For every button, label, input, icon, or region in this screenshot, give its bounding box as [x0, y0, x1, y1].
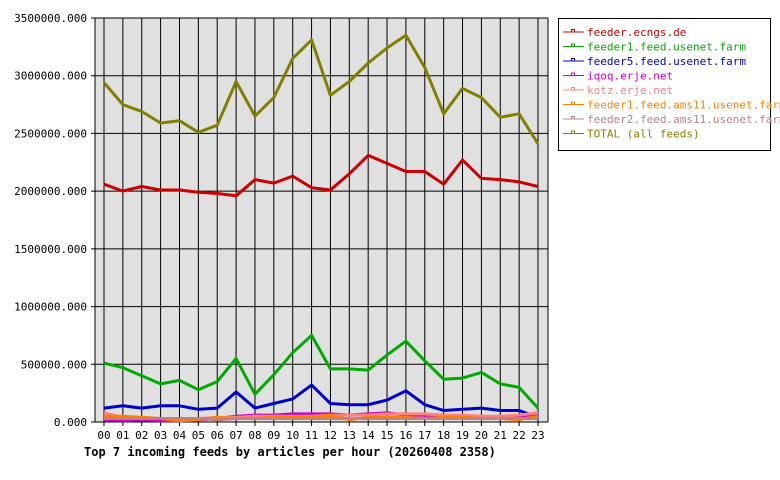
series-line-1 [103, 333, 540, 410]
x-tick-label: 22 [513, 429, 526, 442]
x-tick-label: 09 [267, 429, 280, 442]
x-tick-label: 02 [135, 429, 148, 442]
plot-area [94, 17, 549, 423]
x-tick-label: 03 [154, 429, 167, 442]
legend: feeder.ecngs.defeeder1.feed.usenet.farmf… [563, 26, 780, 141]
x-tick-label: 14 [362, 429, 376, 442]
x-tick-label: 10 [286, 429, 299, 442]
legend-marker [571, 101, 575, 105]
legend-marker [571, 43, 575, 47]
y-tick-label: 3500000.000 [14, 12, 87, 25]
legend-label: TOTAL (all feeds) [587, 128, 700, 141]
y-tick-label: 500000.000 [21, 358, 87, 371]
legend-marker [571, 130, 575, 134]
y-tick-label: 1500000.000 [14, 243, 87, 256]
y-tick-label: 0.000 [54, 416, 87, 429]
legend-label: iqoq.erje.net [587, 70, 673, 83]
x-tick-label: 07 [229, 429, 242, 442]
x-tick-label: 04 [173, 429, 187, 442]
chart-title: Top 7 incoming feeds by articles per hou… [84, 445, 496, 459]
series-line-2 [103, 383, 539, 419]
x-tick-label: 08 [248, 429, 261, 442]
legend-label: feeder2.feed.ams11.usenet.farm [587, 113, 780, 126]
legend-box [558, 18, 771, 151]
legend-label: kotz.erje.net [587, 84, 673, 97]
x-tick-label: 00 [97, 429, 110, 442]
y-tick-label: 2500000.000 [14, 127, 87, 140]
x-tick-label: 01 [116, 429, 129, 442]
x-tick-label: 15 [380, 429, 393, 442]
x-tick-label: 19 [456, 429, 469, 442]
series-line-7 [102, 33, 540, 145]
x-tick-label: 23 [531, 429, 544, 442]
legend-marker [571, 87, 575, 91]
y-tick-label: 2000000.000 [14, 185, 87, 198]
x-tick-label: 11 [305, 429, 318, 442]
series-line-0 [103, 153, 539, 198]
x-tick-label: 20 [475, 429, 488, 442]
x-tick-label: 21 [494, 429, 507, 442]
x-tick-label: 13 [343, 429, 356, 442]
y-tick-label: 1000000.000 [14, 301, 87, 314]
legend-marker [571, 116, 575, 120]
legend-label: feeder1.feed.usenet.farm [587, 41, 746, 54]
legend-marker [571, 29, 575, 33]
x-tick-label: 05 [192, 429, 205, 442]
x-tick-label: 17 [418, 429, 431, 442]
legend-label: feeder5.feed.usenet.farm [587, 55, 746, 68]
x-tick-label: 16 [399, 429, 412, 442]
series-line-6 [104, 417, 538, 422]
legend-marker [571, 58, 575, 62]
y-tick-label: 3000000.000 [14, 70, 87, 83]
x-tick-label: 18 [437, 429, 450, 442]
legend-label: feeder.ecngs.de [587, 26, 686, 39]
x-tick-label: 12 [324, 429, 337, 442]
legend-label: feeder1.feed.ams11.usenet.farm [587, 99, 780, 112]
legend-marker [571, 72, 575, 76]
x-tick-label: 06 [211, 429, 224, 442]
